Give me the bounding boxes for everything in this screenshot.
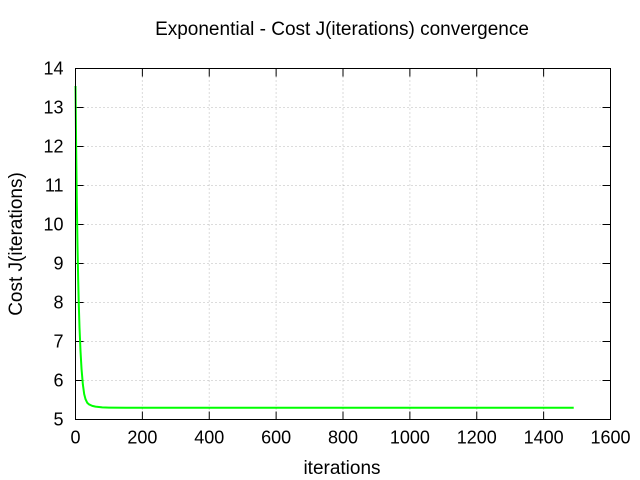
y-tick-label: 7: [53, 332, 63, 352]
plot-frame: [75, 68, 611, 420]
y-tick-label: 6: [53, 371, 63, 391]
x-tick-label: 1600: [590, 428, 630, 448]
x-tick-label: 1000: [390, 428, 430, 448]
y-tick-label: 9: [53, 254, 63, 274]
y-tick-label: 11: [45, 176, 64, 196]
x-tick-label: 1200: [457, 428, 497, 448]
x-tick-label: 1400: [524, 428, 564, 448]
x-tick-label: 800: [328, 428, 358, 448]
series-layer: [74, 86, 574, 409]
x-axis-label: iterations: [303, 458, 380, 479]
y-tick-label: 8: [53, 293, 63, 313]
y-tick-label: 12: [43, 137, 63, 157]
tick-labels: 0 200 400 600 800 1000 1200 1400 1600 5 6 7 8 9 10 11 12…: [43, 59, 630, 448]
grid: [75, 68, 611, 420]
x-tick-label: 200: [127, 428, 157, 448]
y-tick-label: 5: [53, 410, 63, 430]
chart-title: Exponential - Cost J(iterations) converg…: [155, 19, 529, 40]
y-axis-label: Cost J(iterations): [6, 172, 27, 316]
y-tick-label: 13: [43, 98, 63, 118]
x-tick-label: 600: [261, 428, 291, 448]
x-tick-label: 400: [194, 428, 224, 448]
series-line: [74, 86, 574, 409]
x-tick-label: 0: [70, 428, 80, 448]
y-tick-label: 10: [43, 215, 63, 235]
y-tick-label: 14: [43, 59, 63, 79]
